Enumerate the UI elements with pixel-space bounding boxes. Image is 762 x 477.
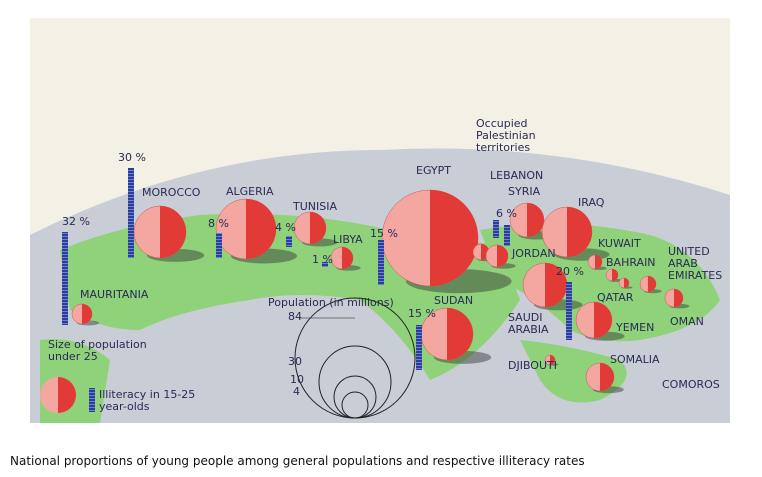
country-label: Occupied Palestinian territories — [476, 117, 536, 154]
illiteracy-label: 20 % — [556, 265, 584, 278]
legend-pie — [58, 377, 76, 413]
pie-slice — [545, 263, 567, 307]
illiteracy-bar — [128, 168, 134, 258]
country-label: OMAN — [670, 315, 704, 328]
pie-slice — [612, 269, 618, 281]
illiteracy-bar — [378, 240, 384, 285]
country-label: ALGERIA — [226, 185, 274, 198]
illiteracy-bar — [62, 232, 68, 325]
legend-label: Size of population under 25 — [48, 338, 147, 363]
country-label: TUNISIA — [293, 200, 337, 213]
illiteracy-label: 1 % — [312, 253, 333, 266]
pie-slice — [648, 276, 656, 292]
country-label: LEBANON — [490, 169, 544, 182]
country-label: SUDAN — [434, 294, 474, 307]
pie-slice — [447, 308, 473, 360]
country-label: QATAR — [597, 291, 634, 304]
country-label: MOROCCO — [142, 186, 201, 199]
country-label: SOMALIA — [610, 353, 660, 366]
country-label: KUWAIT — [598, 237, 641, 250]
illiteracy-label: 8 % — [208, 217, 229, 230]
pie-slice — [497, 245, 508, 267]
caption: National proportions of young people amo… — [10, 454, 585, 468]
country-label: JORDAN — [512, 247, 556, 260]
illiteracy-bar — [286, 236, 292, 247]
pie-slice — [342, 247, 353, 269]
pie-slice — [600, 363, 614, 391]
illiteracy-bar — [216, 233, 222, 258]
country-label: SAUDI ARABIA — [508, 311, 549, 336]
country-label: LIBYA — [333, 233, 363, 246]
illiteracy-label: 6 % — [496, 207, 517, 220]
pie-slice — [160, 206, 186, 258]
illiteracy-bar — [566, 282, 572, 340]
scale-label: 30 — [288, 355, 302, 368]
pie-slice — [567, 207, 592, 257]
pie-slice — [527, 203, 544, 237]
pie-slice — [594, 302, 612, 338]
legend-bar — [89, 388, 95, 412]
pie-slice — [624, 278, 629, 288]
pie-slice — [674, 289, 683, 307]
country-label: IRAQ — [578, 196, 605, 209]
scale-label: 84 — [288, 310, 302, 323]
illiteracy-label: 30 % — [118, 151, 146, 164]
country-label: MAURITANIA — [80, 288, 149, 301]
country-label: SYRIA — [508, 185, 541, 198]
scale-label: 4 — [293, 385, 300, 398]
illiteracy-bar — [504, 225, 510, 246]
country-label: COMOROS — [662, 378, 720, 391]
illiteracy-bar — [493, 220, 499, 238]
pie-slice — [550, 355, 555, 365]
country-label: EGYPT — [416, 164, 451, 177]
scale-circle — [341, 391, 369, 419]
country-label: YEMEN — [616, 321, 655, 334]
land — [480, 223, 720, 342]
illiteracy-label: 15 % — [408, 307, 436, 320]
illiteracy-label: 32 % — [62, 215, 90, 228]
pie-slice — [246, 199, 276, 259]
legend-title: Population (in millions) — [268, 296, 394, 309]
country-label: UNITED ARAB EMIRATES — [668, 245, 723, 282]
legend-label: Illiteracy in 15-25 year-olds — [99, 388, 196, 413]
country-label: DJIBOUTI — [508, 359, 557, 372]
illiteracy-bar — [322, 262, 328, 267]
country-label: BAHRAIN — [606, 256, 656, 269]
illiteracy-label: 15 % — [370, 227, 398, 240]
pie-slice — [310, 212, 326, 244]
pie-slice — [595, 255, 602, 269]
pie-slice — [430, 190, 478, 286]
legend — [40, 297, 416, 419]
illiteracy-bar — [416, 325, 422, 370]
pie-slice — [82, 304, 92, 324]
illiteracy-label: 4 % — [275, 221, 296, 234]
scale-label: 10 — [290, 373, 304, 386]
